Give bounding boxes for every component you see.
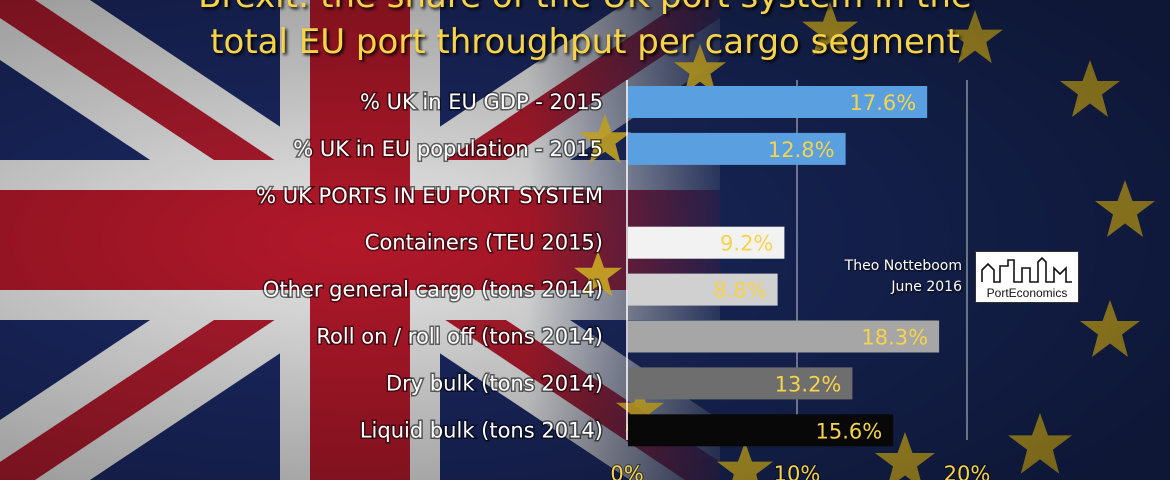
credit-date: June 2016	[891, 279, 962, 295]
data-label: 17.6%	[849, 91, 916, 115]
x-tick-label: 10%	[774, 462, 821, 480]
category-label: % UK in EU population - 2015	[293, 137, 603, 161]
credit: Theo Notteboom June 2016	[812, 256, 962, 298]
category-label: Liquid bulk (tons 2014)	[360, 418, 603, 442]
bar	[628, 320, 940, 353]
data-label: 18.3%	[861, 326, 928, 350]
credit-author: Theo Notteboom	[844, 258, 962, 274]
chart-title-line-1: Brexit: the share of the UK port system …	[0, 0, 1170, 16]
data-label: 9.2%	[720, 232, 773, 256]
bar	[628, 226, 785, 259]
category-label: Other general cargo (tons 2014)	[263, 278, 603, 302]
bar	[628, 414, 894, 447]
port-skyline-icon	[981, 256, 1072, 283]
x-tick-label: 20%	[944, 462, 991, 480]
logo-text: PortEconomics	[986, 286, 1068, 300]
x-tick-label: 0%	[610, 462, 643, 480]
category-label: % UK in EU GDP - 2015	[360, 90, 603, 114]
category-label: Roll on / roll off (tons 2014)	[316, 325, 603, 349]
bar	[628, 367, 853, 400]
data-label: 13.2%	[775, 372, 842, 396]
bar	[628, 273, 778, 306]
chart-title-line-2: total EU port throughput per cargo segme…	[210, 22, 960, 62]
data-label: 8.8%	[713, 279, 766, 303]
data-label: 12.8%	[768, 138, 835, 162]
porteconomics-logo: PortEconomics	[975, 251, 1079, 303]
bar	[628, 86, 928, 118]
bar	[628, 132, 846, 165]
category-label: % UK PORTS IN EU PORT SYSTEM	[256, 184, 603, 208]
category-label: Containers (TEU 2015)	[365, 231, 603, 255]
category-label: Dry bulk (tons 2014)	[386, 371, 603, 395]
data-label: 15.6%	[815, 419, 882, 443]
